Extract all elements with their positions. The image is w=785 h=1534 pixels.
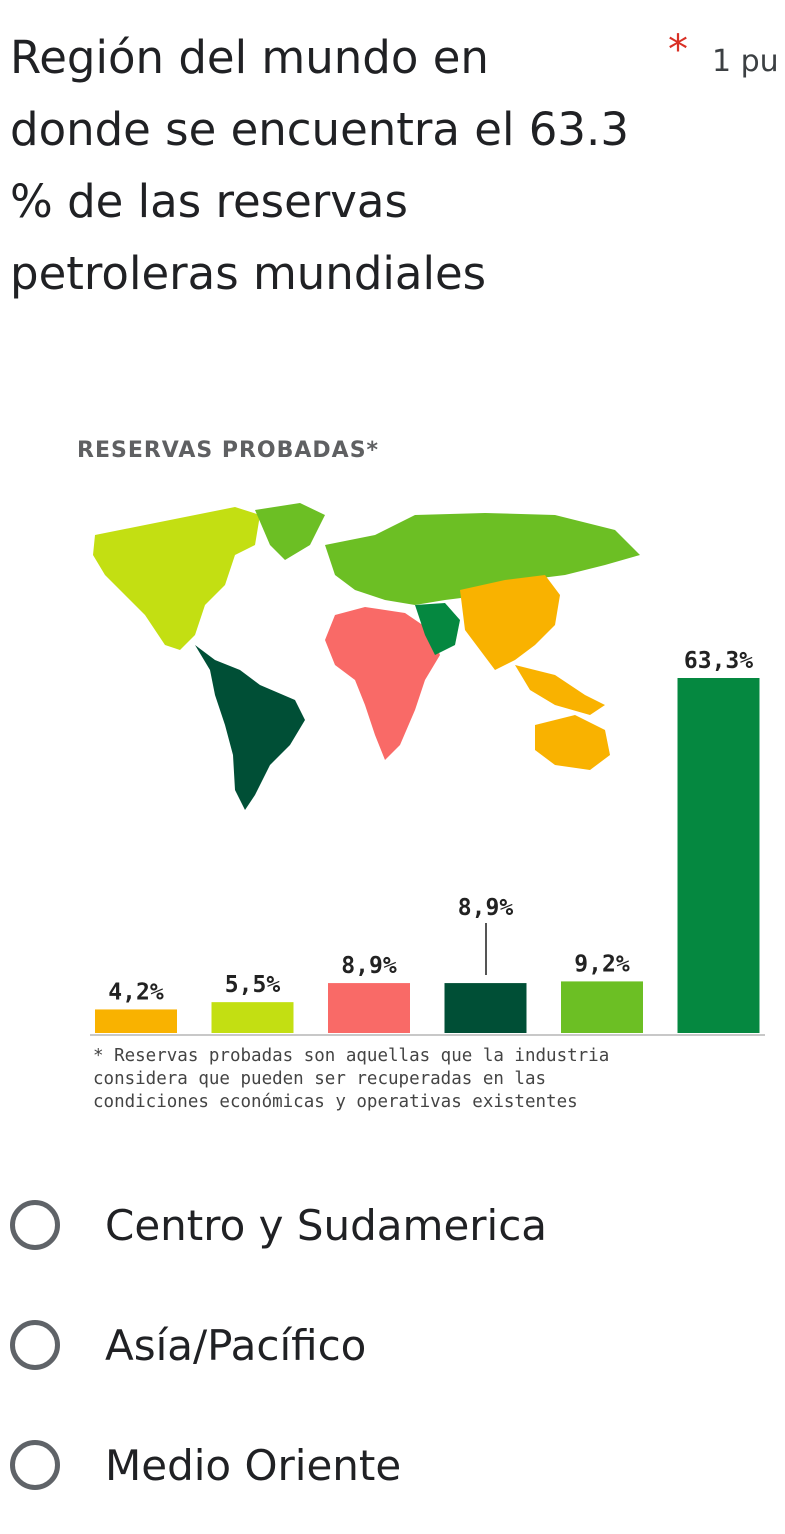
- world-map-image: [93, 503, 640, 810]
- chart-data-label: 8,9%: [341, 953, 397, 979]
- question-title-line: % de las reservas: [10, 175, 408, 228]
- reserves-bar-chart: 4,2% 5,5% 8,9% 8,9% 9,2% 63,3%: [90, 648, 765, 1036]
- points-label: 1 pu: [712, 44, 779, 79]
- option-centro-y-sudamerica[interactable]: Centro y Sudamerica: [10, 1185, 710, 1265]
- map-north-america: [93, 507, 260, 650]
- question-title-line: petroleras mundiales: [10, 247, 487, 300]
- chart-bar: [211, 1002, 294, 1033]
- map-eurasia-north: [325, 513, 640, 605]
- footnote-line: * Reservas probadas son aquellas que la …: [93, 1046, 610, 1066]
- footnote-line: condiciones económicas y operativas exis…: [93, 1092, 578, 1112]
- option-label: Medio Oriente: [105, 1440, 402, 1490]
- radio-button[interactable]: [10, 1200, 60, 1250]
- chart-data-label: 9,2%: [574, 951, 630, 977]
- question-title: Región del mundo en donde se encuentra e…: [10, 22, 660, 310]
- option-medio-oriente[interactable]: Medio Oriente: [10, 1425, 710, 1505]
- chart-data-label: 5,5%: [225, 972, 281, 998]
- chart-data-label: 8,9%: [458, 895, 514, 921]
- footnote-line: considera que pueden ser recuperadas en …: [93, 1069, 547, 1089]
- chart-bar: [328, 983, 410, 1033]
- map-greenland: [255, 503, 325, 560]
- option-asia-pacifico[interactable]: Asía/Pacífico: [10, 1305, 710, 1385]
- radio-button[interactable]: [10, 1320, 60, 1370]
- required-asterisk: *: [668, 27, 688, 73]
- chart-bar: [95, 1009, 177, 1033]
- map-southeast-asia: [515, 665, 605, 715]
- map-australia: [535, 715, 610, 770]
- option-label: Centro y Sudamerica: [105, 1200, 548, 1250]
- chart-bar: [444, 983, 527, 1033]
- map-south-america: [195, 645, 305, 810]
- map-middle-east: [415, 603, 460, 655]
- footnote: * Reservas probadas son aquellas que la …: [93, 1045, 783, 1114]
- chart-bar: [677, 678, 760, 1033]
- question-title-line: donde se encuentra el 63.3: [10, 103, 629, 156]
- question-title-line: Región del mundo en: [10, 31, 489, 84]
- map-asia-pacific: [460, 575, 560, 670]
- chart-data-label: 63,3%: [684, 648, 753, 674]
- reserves-figure: RESERVAS PROBADAS* 4,2% 5,5% 8,9% 8,9% 9,2% 6…: [75, 420, 775, 1140]
- option-label: Asía/Pacífico: [105, 1320, 367, 1370]
- radio-button[interactable]: [10, 1440, 60, 1490]
- chart-data-label: 4,2%: [108, 979, 164, 1005]
- figure-title: RESERVAS PROBADAS*: [77, 438, 380, 463]
- map-africa: [325, 607, 440, 760]
- chart-bar: [561, 981, 643, 1033]
